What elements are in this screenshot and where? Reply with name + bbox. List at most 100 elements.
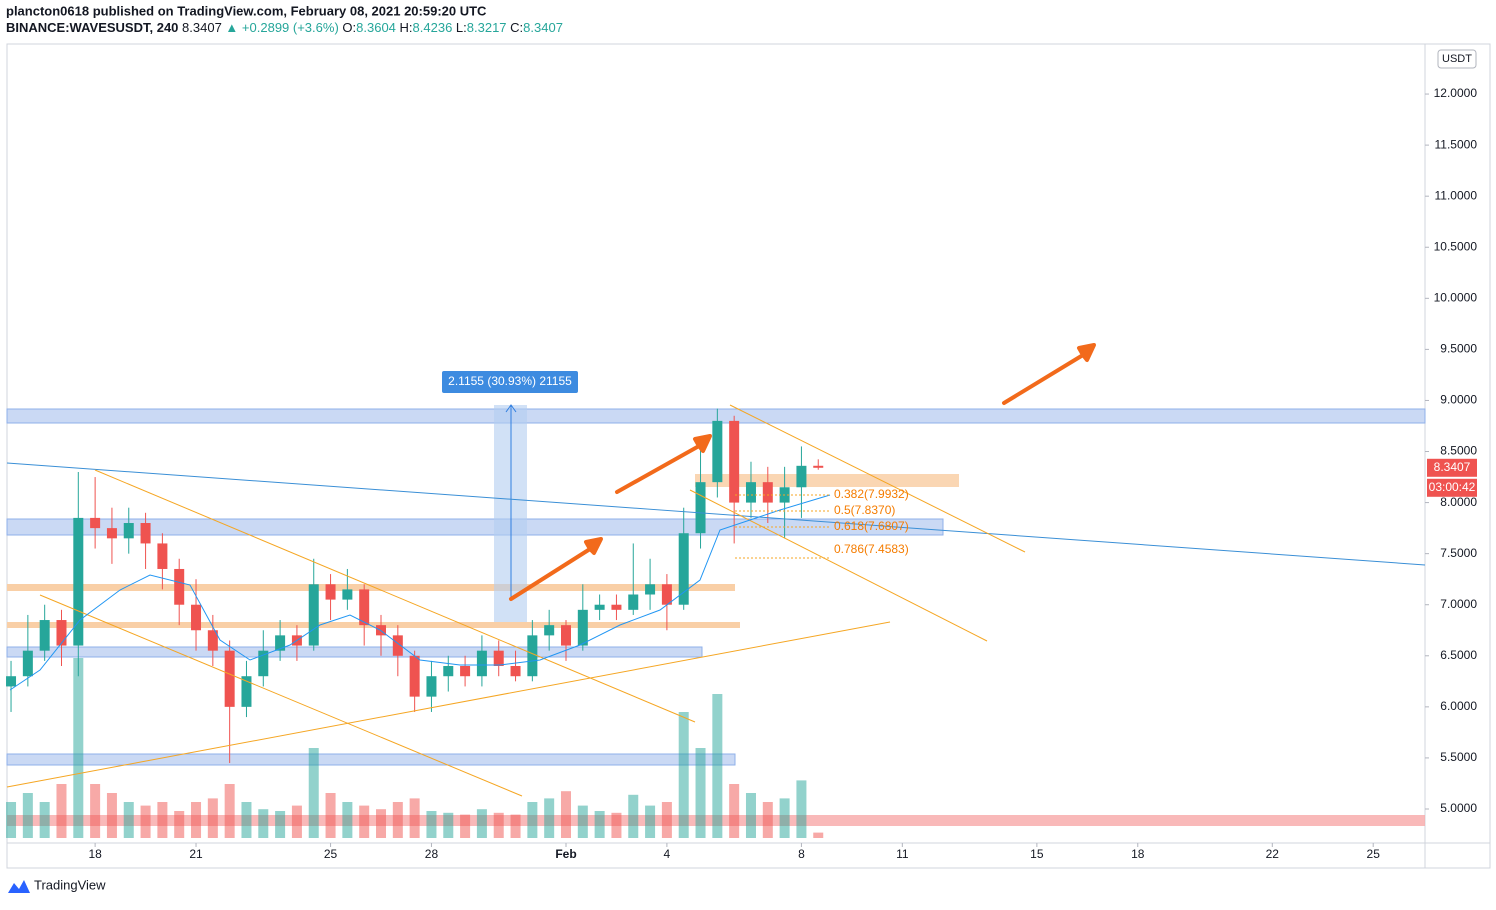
y-tick-label: 9.0000: [1440, 393, 1477, 407]
candle-body: [123, 523, 134, 539]
arrow: [615, 434, 712, 494]
candle-body: [308, 584, 319, 646]
candle-body: [342, 589, 353, 600]
candle-body: [392, 635, 403, 656]
volume-bar: [443, 812, 454, 838]
candle-body: [560, 625, 571, 646]
volume-bar: [140, 805, 151, 838]
candle-body: [594, 604, 605, 610]
fib-label: 0.786(7.4583): [834, 542, 909, 556]
arrow: [509, 537, 603, 601]
arrow: ▲: [225, 20, 238, 35]
candle-body: [224, 650, 235, 707]
price-tag-label: 8.3407: [1434, 460, 1471, 474]
c-label: C:: [510, 20, 523, 35]
candle-body: [510, 666, 521, 677]
volume-bar: [22, 793, 33, 838]
candle-body: [476, 650, 487, 677]
volume-bar: [157, 802, 168, 838]
drawings: [6, 343, 1426, 797]
zone: [6, 646, 703, 658]
candle-body: [745, 482, 756, 503]
candles: [6, 408, 824, 838]
candle-body: [157, 543, 168, 569]
measure-label-box: [442, 371, 578, 393]
volume-bar: [39, 802, 50, 838]
candle-body: [191, 604, 202, 631]
volume-bar: [409, 798, 420, 838]
volume-bar: [325, 793, 336, 838]
trendline: [689, 489, 988, 642]
candle-body: [241, 676, 252, 707]
volume-bar: [359, 805, 370, 838]
currency: USDT: [1442, 53, 1472, 65]
volume-bar: [207, 798, 218, 838]
volume-bar: [56, 784, 67, 838]
volume-bar: [376, 809, 387, 838]
volume-bar: [544, 798, 555, 838]
volume-bar: [661, 802, 672, 838]
trendline: [39, 594, 523, 797]
h: 8.4236: [413, 20, 453, 35]
candle-body: [22, 650, 33, 677]
zone: [7, 622, 740, 628]
candle-body: [140, 523, 151, 544]
candle-body: [207, 630, 218, 651]
last: 8.3407: [182, 20, 222, 35]
volume-bar: [476, 809, 487, 838]
y-tick-label: 6.5000: [1440, 648, 1477, 662]
candle-body: [106, 528, 117, 539]
x-tick-label: 18: [88, 847, 102, 861]
y-tick-label: 5.5000: [1440, 750, 1477, 764]
x-tick-label: 21: [189, 847, 203, 861]
arrow: [1002, 343, 1096, 405]
x-tick-label: 28: [425, 847, 439, 861]
volume-bar: [645, 805, 656, 838]
y-tick-label: 11.5000: [1435, 137, 1478, 151]
frame: [6, 43, 1491, 869]
volume-bar: [678, 712, 689, 838]
c: 8.3407: [523, 20, 563, 35]
volume-bar: [174, 811, 185, 838]
volume-bar: [392, 802, 403, 838]
candle-body: [409, 655, 420, 697]
candle-body: [645, 584, 656, 595]
volume-bar: [796, 780, 807, 838]
trendline: [94, 469, 696, 723]
volume-bar: [762, 802, 773, 838]
volume-bar: [729, 784, 740, 838]
candle-body: [611, 604, 622, 610]
x-tick-label: 11: [896, 847, 909, 861]
l: 8.3217: [467, 20, 507, 35]
candle-body: [678, 533, 689, 605]
candle-body: [90, 517, 101, 529]
candle-body: [527, 635, 538, 677]
candle-body: [258, 650, 269, 677]
y-tick-label: 8.0000: [1440, 495, 1477, 509]
x-tick-label: 8: [798, 847, 805, 861]
x-tick-label: 15: [1030, 847, 1044, 861]
y-tick-label: 5.0000: [1440, 801, 1477, 815]
publisher: plancton0618 published on TradingView.co…: [6, 3, 487, 18]
volume-bar: [695, 748, 706, 838]
y-tick-label: 10.5000: [1434, 239, 1478, 253]
candle-body: [695, 482, 706, 534]
volume-bar: [745, 793, 756, 838]
volume-bar: [224, 784, 235, 838]
volume-bar: [779, 798, 790, 838]
candle-body: [6, 676, 17, 687]
trendline: [6, 462, 1426, 566]
volume-bar: [258, 809, 269, 838]
brand: TradingView: [34, 877, 106, 892]
x-tick-label: 22: [1266, 847, 1280, 861]
volume-bar: [106, 793, 117, 838]
y-tick-label: 8.5000: [1440, 444, 1477, 458]
volume-bar: [342, 802, 353, 838]
change: +0.2899 (+3.6%): [242, 20, 339, 35]
volume-bar: [560, 791, 571, 838]
candle-body: [359, 589, 370, 626]
y-tick-label: 7.5000: [1440, 546, 1477, 560]
volume-bar: [191, 802, 202, 838]
volume-bar: [291, 805, 302, 838]
